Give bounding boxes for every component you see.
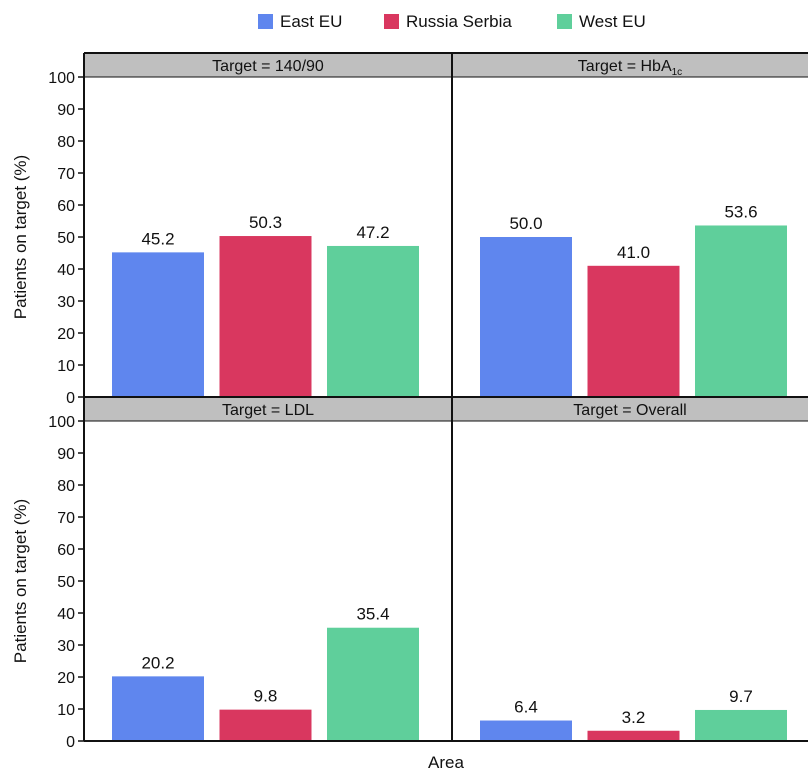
bar-value-label-1-3: 47.2 xyxy=(356,223,389,242)
y-tick-label-1-30: 30 xyxy=(57,294,75,311)
y-tick-label-2-70: 70 xyxy=(57,510,75,527)
y-axis-title-2: Patients on target (%) xyxy=(11,499,30,663)
y-tick-label-2-10: 10 xyxy=(57,702,75,719)
y-tick-label-2-50: 50 xyxy=(57,574,75,591)
bar-1-3 xyxy=(327,245,419,397)
y-tick-label-2-90: 90 xyxy=(57,446,75,463)
bar-value-label-4-1: 6.4 xyxy=(514,698,538,717)
bar-1-1 xyxy=(112,252,204,397)
panel-strip-4 xyxy=(452,397,808,421)
y-tick-label-1-50: 50 xyxy=(57,230,75,247)
y-tick-label-1-100: 100 xyxy=(48,70,75,87)
y-tick-label-1-60: 60 xyxy=(57,198,75,215)
bar-value-label-1-2: 50.3 xyxy=(249,213,282,232)
bar-3-2 xyxy=(219,709,312,741)
panel-strip-2 xyxy=(452,53,808,77)
y-tick-label-2-40: 40 xyxy=(57,606,75,623)
y-tick-label-1-0: 0 xyxy=(66,390,75,407)
bar-2-1 xyxy=(480,237,572,397)
y-tick-label-2-20: 20 xyxy=(57,670,75,687)
legend-label-3: West EU xyxy=(579,12,646,31)
y-axis-title-1: Patients on target (%) xyxy=(11,155,30,319)
bar-value-label-2-2: 41.0 xyxy=(617,243,650,262)
bar-2-2 xyxy=(587,265,680,397)
y-tick-label-2-30: 30 xyxy=(57,638,75,655)
y-tick-label-2-80: 80 xyxy=(57,478,75,495)
bar-4-2 xyxy=(587,730,680,741)
y-tick-label-1-40: 40 xyxy=(57,262,75,279)
y-tick-label-1-80: 80 xyxy=(57,134,75,151)
y-tick-label-2-0: 0 xyxy=(66,734,75,751)
bar-4-1 xyxy=(480,720,572,741)
bar-3-1 xyxy=(112,676,204,741)
panel-strip-3 xyxy=(84,397,452,421)
y-tick-label-1-20: 20 xyxy=(57,326,75,343)
bar-value-label-3-3: 35.4 xyxy=(356,605,389,624)
bar-4-3 xyxy=(695,709,787,741)
bar-value-label-1-1: 45.2 xyxy=(141,229,174,248)
y-tick-label-1-10: 10 xyxy=(57,358,75,375)
bar-value-label-4-2: 3.2 xyxy=(622,708,646,727)
legend-label-2: Russia Serbia xyxy=(406,12,512,31)
panel-title-4: Target = Overall xyxy=(573,402,686,419)
bar-1-2 xyxy=(219,236,312,397)
y-tick-label-2-100: 100 xyxy=(48,414,75,431)
bar-value-label-3-1: 20.2 xyxy=(141,653,174,672)
x-axis-title: Area xyxy=(428,753,464,771)
panel-title-subscript: 1c xyxy=(672,67,683,78)
panel-title-2: Target = HbA1c xyxy=(578,58,682,78)
bar-3-3 xyxy=(327,627,419,741)
panel-strip-1 xyxy=(84,53,452,77)
y-tick-label-1-70: 70 xyxy=(57,166,75,183)
bar-value-label-2-3: 53.6 xyxy=(724,202,757,221)
legend-label-1: East EU xyxy=(280,12,342,31)
y-tick-label-1-90: 90 xyxy=(57,102,75,119)
legend-swatch-3 xyxy=(557,14,572,29)
panel-title-3: Target = LDL xyxy=(222,402,314,419)
bar-value-label-2-1: 50.0 xyxy=(509,214,542,233)
panel-title-1: Target = 140/90 xyxy=(212,58,324,75)
bar-value-label-3-2: 9.8 xyxy=(254,687,278,706)
legend-swatch-1 xyxy=(258,14,273,29)
y-tick-label-2-60: 60 xyxy=(57,542,75,559)
bar-value-label-4-3: 9.7 xyxy=(729,687,753,706)
legend-swatch-2 xyxy=(384,14,399,29)
bar-2-3 xyxy=(695,225,787,397)
